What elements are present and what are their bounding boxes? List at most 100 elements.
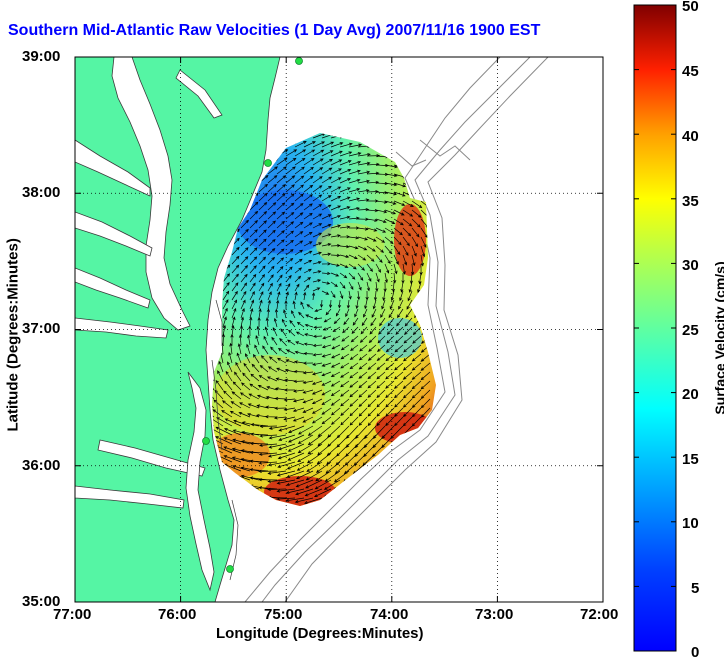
velocity-arrow	[249, 210, 259, 220]
colorbar-tick-label: 20	[682, 386, 699, 403]
velocity-arrow	[312, 371, 323, 376]
velocity-arrow	[303, 241, 313, 247]
velocity-arrow	[312, 158, 324, 166]
velocity-arrow	[393, 245, 401, 256]
velocity-arrow	[409, 272, 414, 285]
velocity-arrow	[231, 290, 238, 301]
velocity-arrow	[249, 468, 269, 472]
velocity-arrow	[222, 307, 228, 319]
velocity-arrow	[274, 387, 287, 391]
velocity-arrow	[321, 398, 332, 406]
velocity-arrow	[312, 223, 323, 229]
velocity-arrow	[240, 228, 249, 238]
velocity-arrow	[321, 243, 332, 247]
velocity-arrow	[339, 142, 353, 148]
velocity-arrow	[348, 290, 352, 300]
velocity-arrow	[384, 272, 388, 284]
velocity-arrow	[266, 386, 278, 391]
x-tick-label: 77:00	[53, 606, 92, 623]
velocity-arrow	[267, 238, 276, 247]
velocity-arrow	[367, 371, 377, 380]
velocity-arrow	[359, 344, 368, 352]
velocity-arrow	[221, 400, 233, 409]
velocity-arrow	[386, 326, 395, 335]
velocity-arrow	[348, 245, 359, 250]
velocity-arrow	[349, 407, 359, 417]
velocity-arrow	[331, 353, 341, 359]
velocity-arrow	[278, 434, 296, 441]
y-tick-label: 39:00	[22, 48, 61, 65]
velocity-arrow	[247, 412, 260, 418]
velocity-arrow	[363, 308, 368, 318]
velocity-arrow	[412, 335, 422, 344]
velocity-arrow	[276, 166, 287, 175]
velocity-arrow	[365, 290, 369, 301]
velocity-arrow	[376, 344, 386, 353]
velocity-arrow	[358, 407, 368, 417]
velocity-arrow	[357, 281, 362, 291]
velocity-arrow	[385, 371, 395, 380]
velocity-arrow	[402, 227, 412, 237]
velocity-arrow	[314, 308, 323, 313]
velocity-arrow	[339, 245, 350, 249]
velocity-arrow	[378, 326, 386, 335]
velocity-arrow	[375, 227, 387, 233]
velocity-arrow	[249, 299, 255, 310]
velocity-arrow	[231, 273, 239, 283]
velocity-arrow	[265, 405, 278, 409]
velocity-arrow	[385, 407, 395, 417]
velocity-arrow	[384, 218, 396, 224]
velocity-arrow	[330, 234, 341, 238]
velocity-arrow	[213, 399, 224, 409]
velocity-arrow	[294, 275, 302, 283]
velocity-arrow	[363, 425, 377, 439]
velocity-arrow	[257, 316, 261, 328]
velocity-arrow	[340, 416, 350, 426]
velocity-arrow	[400, 281, 404, 293]
velocity-arrow	[385, 362, 395, 371]
velocity-arrow	[379, 317, 386, 327]
velocity-arrow	[287, 434, 305, 443]
velocity-arrow	[330, 168, 342, 175]
velocity-arrow	[223, 437, 242, 445]
velocity-arrow	[324, 470, 341, 482]
velocity-arrow	[294, 231, 304, 238]
velocity-arrow	[411, 245, 417, 257]
velocity-arrow	[268, 434, 287, 440]
velocity-arrow	[276, 211, 286, 220]
velocity-arrow	[256, 325, 260, 337]
velocity-arrow	[397, 308, 404, 319]
velocity-arrow	[358, 389, 368, 398]
y-axis-label: Latitude (Degrees:Minutes)	[4, 238, 22, 432]
velocity-arrow	[287, 339, 296, 346]
velocity-arrow	[319, 299, 324, 308]
colorbar-tick-label: 10	[682, 515, 699, 532]
velocity-arrow	[285, 193, 295, 202]
x-tick-label: 75:00	[264, 606, 303, 623]
velocity-arrow	[412, 326, 422, 336]
velocity-arrow	[304, 488, 323, 497]
velocity-arrow	[341, 335, 350, 342]
velocity-arrow	[325, 308, 332, 316]
velocity-arrow	[394, 353, 404, 362]
velocity-arrow	[294, 249, 304, 256]
velocity-arrow	[303, 342, 314, 346]
velocity-arrow	[350, 335, 359, 343]
velocity-arrow	[411, 371, 422, 380]
velocity-arrow	[321, 389, 332, 396]
velocity-arrow	[276, 193, 286, 202]
velocity-arrow	[276, 175, 287, 184]
velocity-arrow	[249, 441, 269, 446]
velocity-arrow	[385, 380, 395, 389]
velocity-arrow	[312, 176, 323, 184]
velocity-arrow	[420, 380, 431, 390]
velocity-arrow	[258, 461, 278, 465]
velocity-arrow	[267, 366, 278, 373]
velocity-arrow	[321, 416, 332, 425]
bathymetry-contours	[244, 57, 549, 602]
velocity-arrow	[371, 308, 377, 318]
velocity-arrow	[240, 307, 245, 319]
velocity-arrow	[303, 284, 310, 292]
velocity-arrow	[258, 299, 263, 310]
velocity-arrow	[307, 425, 323, 436]
